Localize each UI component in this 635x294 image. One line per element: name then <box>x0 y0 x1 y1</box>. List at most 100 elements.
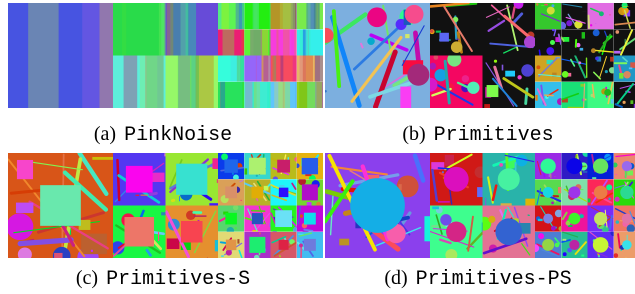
stroke <box>545 95 553 96</box>
blob <box>405 5 424 24</box>
thumbnail <box>244 179 272 205</box>
big-shape <box>40 185 81 226</box>
thumbnail <box>561 56 587 82</box>
blob <box>536 65 540 69</box>
blob <box>256 175 258 177</box>
blob <box>614 253 619 258</box>
thumbnail <box>166 56 219 109</box>
thumbnail <box>297 3 323 29</box>
blob <box>433 55 438 60</box>
noise-band <box>178 56 199 109</box>
big-shape <box>225 186 237 198</box>
big-shape <box>622 161 632 171</box>
block <box>582 32 585 38</box>
blob <box>524 36 536 48</box>
thumbnail <box>588 82 614 108</box>
blob <box>580 214 584 218</box>
thumbnail <box>6 153 118 268</box>
block <box>264 186 269 191</box>
thumbnail <box>612 153 635 179</box>
block <box>244 168 247 174</box>
thumbnail <box>535 28 561 55</box>
block <box>266 258 267 260</box>
caption: (c)Primitives-S <box>76 267 250 291</box>
thumbnail <box>271 56 299 82</box>
stroke <box>117 160 119 200</box>
block <box>405 34 409 38</box>
thumbnail <box>244 206 273 232</box>
block <box>400 87 411 111</box>
caption-name: PinkNoise <box>124 124 232 147</box>
blob <box>226 250 232 256</box>
big-shape <box>126 166 153 193</box>
block <box>611 99 614 104</box>
blob <box>521 64 533 76</box>
block <box>141 195 148 196</box>
big-shape <box>249 237 265 253</box>
noise-band <box>273 56 277 82</box>
big-shape <box>224 159 237 172</box>
noise-band <box>262 56 264 82</box>
big-shape <box>444 167 469 192</box>
thumbnail <box>614 2 635 29</box>
caption-label: (c) <box>76 267 98 289</box>
block <box>630 100 633 104</box>
block <box>221 255 224 256</box>
noise-band <box>124 56 138 109</box>
noise-band <box>308 3 314 29</box>
thumbnail <box>423 52 482 108</box>
big-shape <box>176 164 207 195</box>
block <box>194 215 207 216</box>
blob <box>494 60 497 63</box>
caption-label: (b) <box>402 123 425 145</box>
noise-band <box>303 56 313 82</box>
noise-band <box>237 56 241 82</box>
block <box>623 6 628 7</box>
noise-band <box>221 3 228 29</box>
thumbnail <box>614 29 635 55</box>
blob <box>562 71 569 78</box>
blob <box>429 63 436 70</box>
thumbnail <box>561 179 587 205</box>
block <box>551 174 552 179</box>
thumbnail <box>113 56 166 109</box>
block <box>563 239 567 241</box>
blob <box>566 20 572 26</box>
thumbnail <box>295 153 323 182</box>
blob <box>622 2 628 8</box>
thumbnail <box>535 206 564 232</box>
noise-band <box>167 3 174 56</box>
big-shape <box>226 240 237 251</box>
block <box>505 71 515 77</box>
block <box>17 160 33 179</box>
big-shape <box>543 187 554 198</box>
big-shape <box>566 158 582 174</box>
noise-band <box>253 3 259 29</box>
blob <box>551 202 554 205</box>
blob <box>221 153 228 160</box>
noise-band <box>245 82 252 108</box>
blob <box>615 197 620 202</box>
stroke <box>588 16 589 28</box>
block <box>630 62 635 68</box>
blob <box>595 57 599 61</box>
thumbnail <box>111 206 169 259</box>
big-shape <box>446 222 466 242</box>
big-shape <box>620 186 633 199</box>
blob <box>430 29 434 33</box>
caption: (b)Primitives <box>402 123 553 147</box>
caption: (d)Primitives-PS <box>384 267 571 291</box>
blob <box>604 89 611 96</box>
thumbnail <box>271 153 299 182</box>
thumbnail <box>535 3 561 29</box>
big-shape <box>304 239 316 251</box>
thumbnail <box>535 82 564 108</box>
block <box>447 165 448 168</box>
blob <box>623 71 630 78</box>
thumbnail <box>271 3 301 29</box>
blob <box>451 41 463 53</box>
block <box>544 4 547 6</box>
thumbnail <box>588 153 614 183</box>
figure: (a)PinkNoise (b)Primitives (c)Primitives… <box>0 0 635 294</box>
noise-band <box>280 3 293 29</box>
